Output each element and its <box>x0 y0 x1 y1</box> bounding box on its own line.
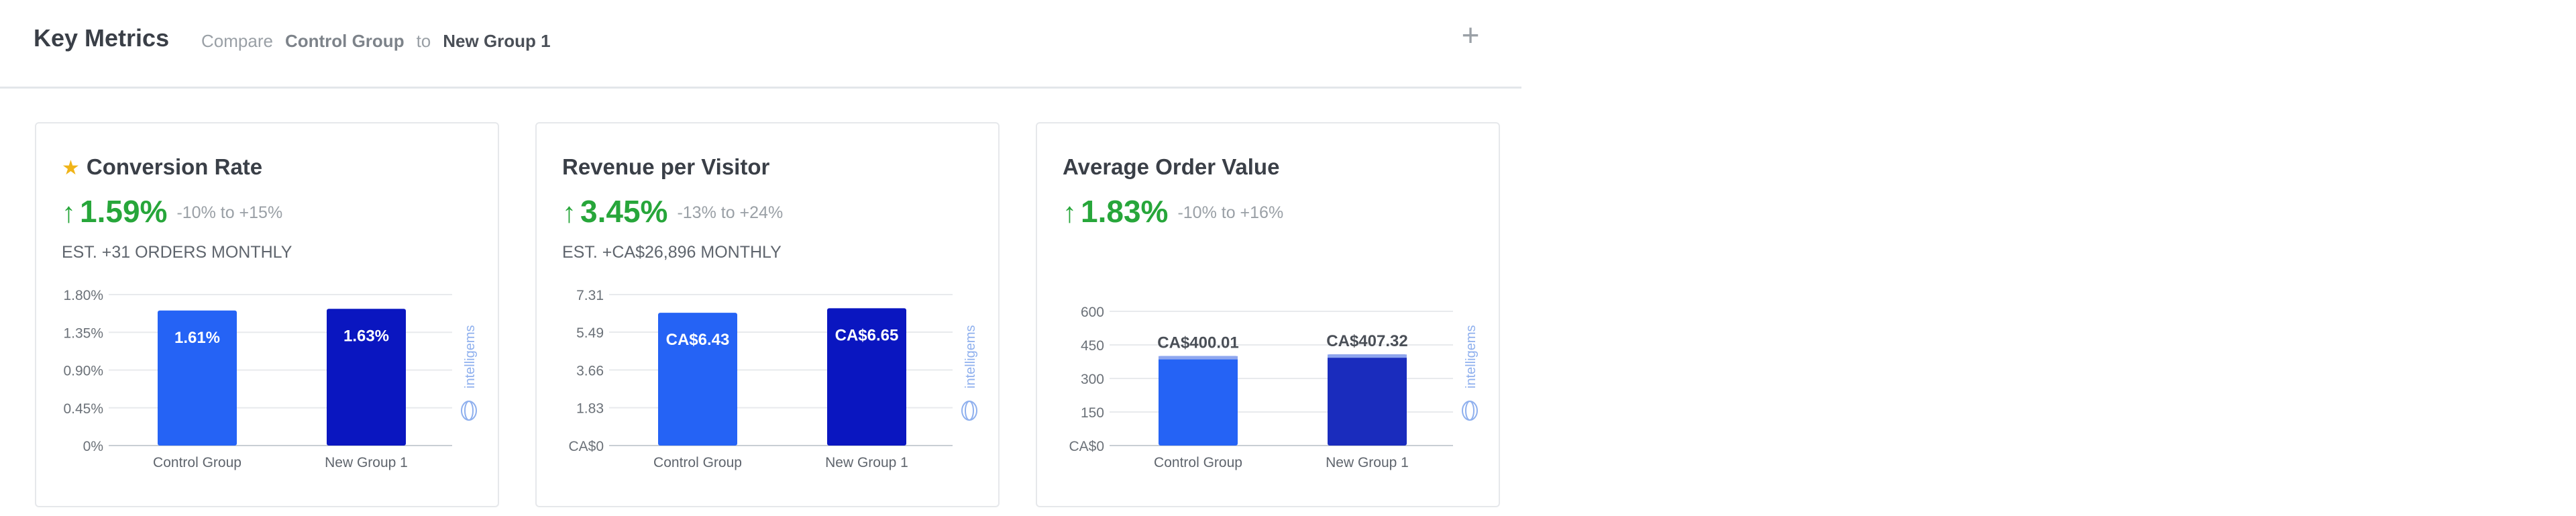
logo-ring <box>464 401 474 421</box>
metric-value: 1.83% <box>1081 194 1169 229</box>
bar-top-marker <box>1159 356 1238 360</box>
y-tick-label: 450 <box>1081 338 1104 354</box>
metric-value: 1.59% <box>80 194 168 229</box>
x-tick-label: Control Group <box>653 455 742 470</box>
bar-new-group-1 <box>1328 354 1407 446</box>
metric-card-conversion-rate[interactable]: ★ Conversion Rate ↑ 1.59% -10% to +15% EST.… <box>35 122 499 507</box>
logo-ring <box>961 401 977 421</box>
card-title-text: Revenue per Visitor <box>562 154 770 179</box>
bar-control-group <box>1159 356 1238 446</box>
compare-connector: to <box>416 31 431 51</box>
bar-new-group-1 <box>327 309 406 446</box>
intelligems-logo: intelligems <box>961 325 978 421</box>
y-tick-label: CA$0 <box>568 439 604 454</box>
data-label: CA$6.65 <box>835 326 899 344</box>
card-title: ★ Conversion Rate <box>62 154 262 180</box>
data-label: CA$6.43 <box>666 331 730 349</box>
y-tick-label: 0.45% <box>63 401 103 417</box>
y-tick-label: 5.49 <box>576 325 604 341</box>
bar-chart: CA$0 1.83 3.66 5.49 7.31 CA$6.43 Control Group… <box>568 288 978 470</box>
x-tick-label: New Group 1 <box>825 455 908 470</box>
group-b-selector[interactable]: New Group 1 <box>443 31 551 51</box>
y-tick-label: 1.80% <box>63 288 103 303</box>
star-icon: ★ <box>62 157 80 179</box>
card-title: Revenue per Visitor <box>562 154 769 180</box>
group-a-selector[interactable]: Control Group <box>284 31 405 51</box>
data-label: CA$400.01 <box>1157 334 1238 352</box>
y-tick-label: 600 <box>1081 305 1104 320</box>
logo-ring <box>965 401 974 421</box>
bar-chart: CA$0 150 300 450 600 CA$400.01 Control Group CA… <box>1069 305 1479 470</box>
card-title-text: Average Order Value <box>1063 154 1280 179</box>
metric-lift: ↑ 1.59% -10% to +15% <box>62 193 282 229</box>
logo-wordmark: intelligems <box>1464 325 1479 389</box>
key-metrics-panel: Key Metrics Compare Control Group to New Gr… <box>0 0 1521 507</box>
y-tick-label: 3.66 <box>576 363 604 378</box>
metric-range: -13% to +24% <box>677 203 784 222</box>
intelligems-logo: intelligems <box>461 325 478 421</box>
y-tick-label: 0% <box>83 439 103 454</box>
logo-ring <box>1465 401 1474 421</box>
metric-range: -10% to +16% <box>1177 203 1284 222</box>
metric-lift: ↑ 3.45% -13% to +24% <box>562 193 783 229</box>
arrow-up-icon: ↑ <box>62 197 76 228</box>
y-tick-label: 300 <box>1081 372 1104 387</box>
metric-range: -10% to +15% <box>176 203 283 222</box>
bar-new-group-1 <box>827 308 906 446</box>
page-title: Key Metrics <box>34 24 170 52</box>
y-tick-label: CA$0 <box>1069 439 1104 454</box>
x-tick-label: Control Group <box>153 455 241 470</box>
arrow-up-icon: ↑ <box>562 197 576 228</box>
metric-value: 3.45% <box>580 194 668 229</box>
compare-label: Compare <box>201 31 273 51</box>
data-label: 1.63% <box>343 327 389 345</box>
y-tick-label: 0.90% <box>63 364 103 379</box>
x-tick-label: New Group 1 <box>1326 455 1409 470</box>
x-tick-label: Control Group <box>1154 455 1242 470</box>
bar-control-group <box>658 313 737 446</box>
metric-estimate: EST. +CA$26,896 MONTHLY <box>562 243 782 262</box>
logo-ring <box>1462 401 1478 421</box>
x-tick-label: New Group 1 <box>325 455 408 470</box>
logo-wordmark: intelligems <box>463 325 478 389</box>
plus-icon[interactable]: + <box>1461 17 1480 52</box>
y-tick-label: 1.83 <box>576 401 604 417</box>
intelligems-logo: intelligems <box>1462 325 1479 421</box>
data-label: CA$407.32 <box>1326 332 1407 350</box>
card-title-text: Conversion Rate <box>86 154 263 179</box>
bar-top-marker <box>1328 354 1407 358</box>
metric-estimate: EST. +31 ORDERS MONTHLY <box>62 243 292 262</box>
arrow-up-icon: ↑ <box>1063 197 1077 228</box>
metric-lift: ↑ 1.83% -10% to +16% <box>1063 193 1283 229</box>
y-tick-label: 1.35% <box>63 325 103 341</box>
bar-control-group <box>158 310 237 446</box>
logo-ring <box>461 401 477 421</box>
bar-chart: 0% 0.45% 0.90% 1.35% 1.80% 1.61% Control Group… <box>63 288 478 470</box>
card-title: Average Order Value <box>1063 154 1279 180</box>
y-tick-label: 7.31 <box>576 288 604 303</box>
comparison-selector: Compare Control Group to New Group 1 <box>201 31 551 52</box>
y-tick-label: 150 <box>1081 405 1104 421</box>
metric-card-revenue-per-visitor[interactable]: Revenue per Visitor ↑ 3.45% -13% to +24% E… <box>535 122 1000 507</box>
data-label: 1.61% <box>174 329 220 347</box>
logo-wordmark: intelligems <box>963 325 978 389</box>
metric-card-average-order-value[interactable]: Average Order Value ↑ 1.83% -10% to +16% C… <box>1036 122 1500 507</box>
panel-header: Key Metrics Compare Control Group to New Gr… <box>0 0 1521 89</box>
